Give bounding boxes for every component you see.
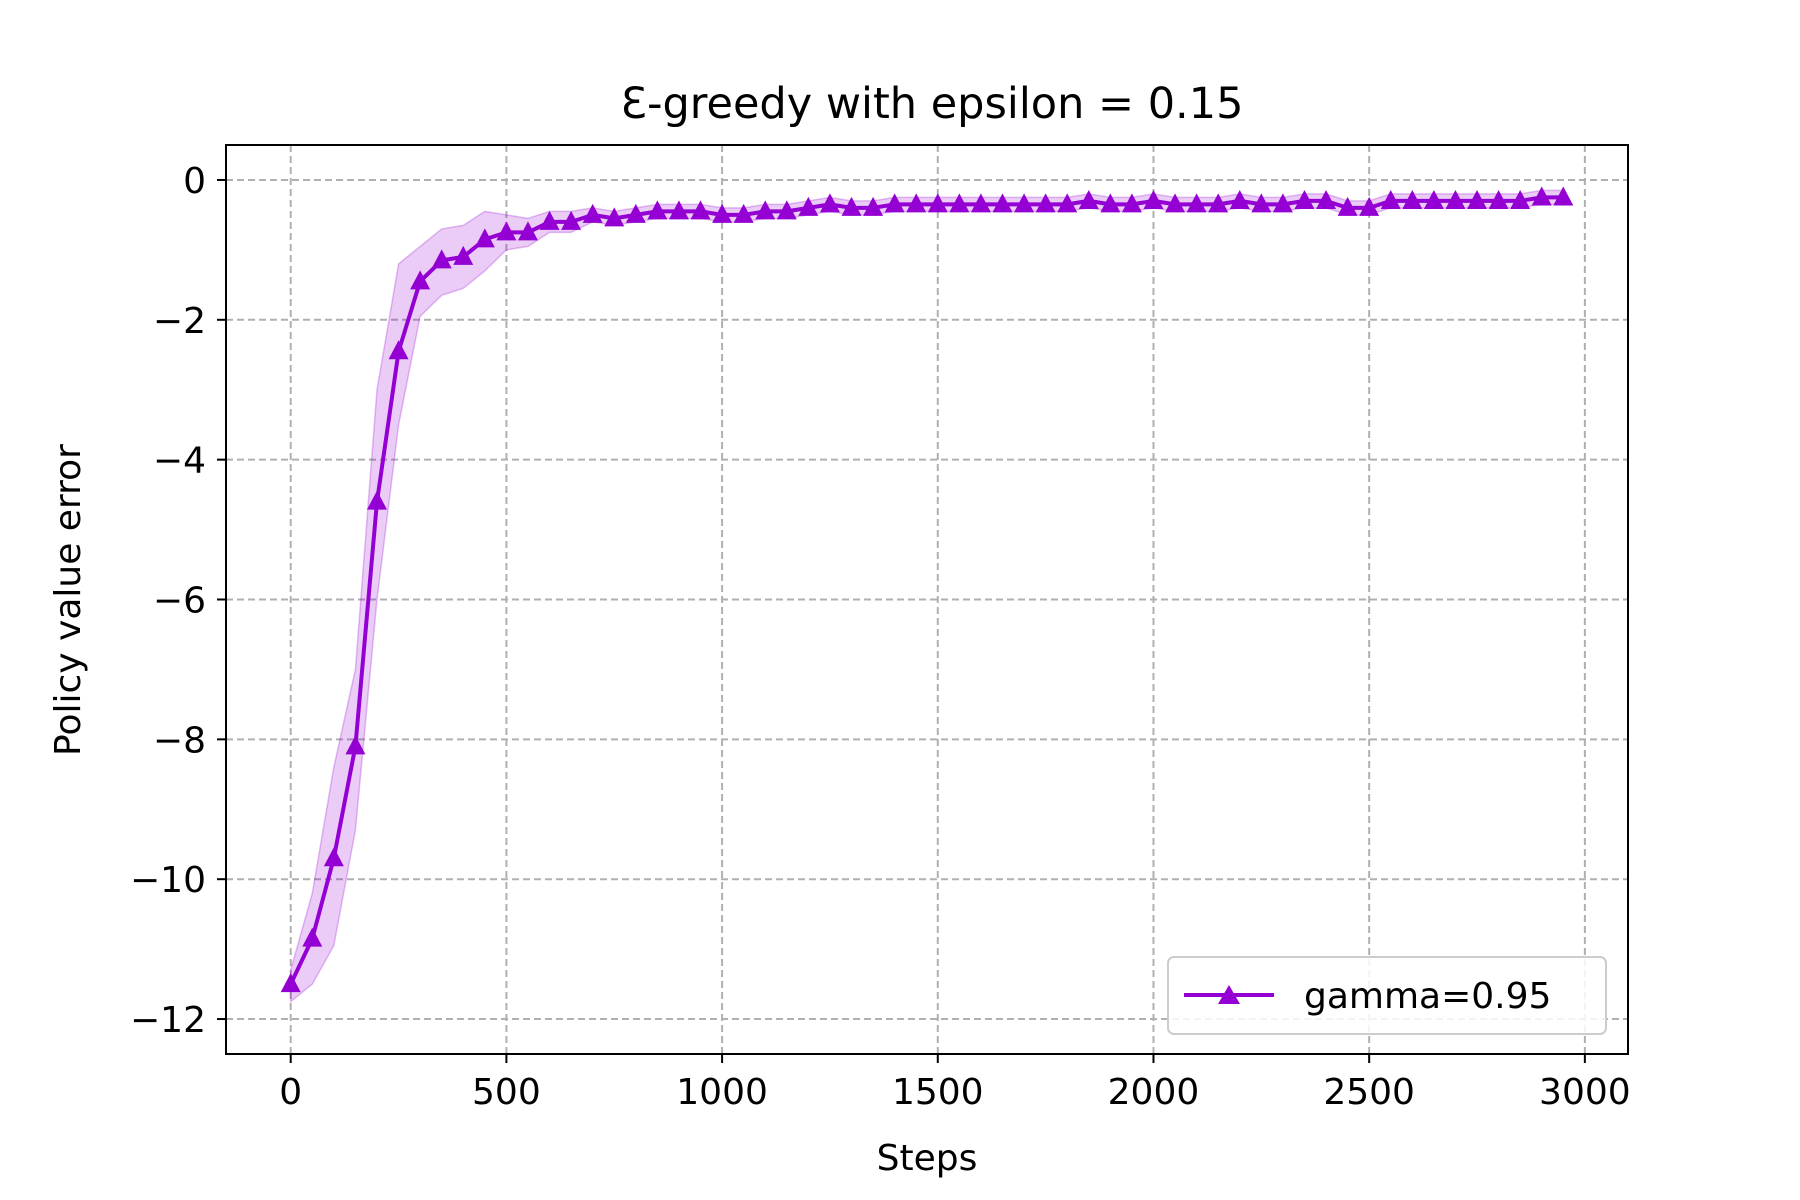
- data-point-marker: [776, 200, 797, 220]
- data-point-marker: [755, 200, 776, 220]
- data-point-marker: [1165, 193, 1186, 213]
- data-point-marker: [1208, 193, 1229, 213]
- data-point-marker: [474, 228, 495, 248]
- data-point-marker: [927, 193, 948, 213]
- y-tick-label: −4: [153, 441, 206, 482]
- data-point-marker: [496, 221, 517, 241]
- data-point-marker: [647, 200, 668, 220]
- data-point-marker: [517, 221, 538, 241]
- y-axis-ticks: 0 −2 −4 −6 −8 −10 −12: [130, 161, 226, 1041]
- data-point-marker: [1186, 193, 1207, 213]
- data-point-marker: [431, 249, 452, 269]
- data-point-marker: [1100, 193, 1121, 213]
- y-axis-label: Policy value error: [48, 444, 89, 756]
- data-point-marker: [1121, 193, 1142, 213]
- legend-box: [1167, 956, 1607, 1035]
- data-point-marker: [582, 203, 603, 223]
- data-point-marker: [604, 207, 625, 227]
- data-point-marker: [1272, 193, 1293, 213]
- data-point-marker: [668, 200, 689, 220]
- data-point-marker: [1380, 189, 1401, 209]
- data-point-marker: [690, 200, 711, 220]
- x-tick-label: 1000: [676, 1072, 768, 1113]
- data-point-marker: [1510, 189, 1531, 209]
- data-point-marker: [1143, 189, 1164, 209]
- legend-marker-triangle: [1218, 985, 1240, 1004]
- data-point-marker: [388, 340, 409, 360]
- data-point-marker: [1531, 186, 1552, 206]
- data-point-marker: [1294, 189, 1315, 209]
- data-point-marker: [366, 490, 387, 510]
- data-point-marker: [1057, 193, 1078, 213]
- y-tick-label: −8: [153, 720, 206, 761]
- data-point-marker: [1316, 189, 1337, 209]
- x-axis-label: Steps: [877, 1138, 978, 1179]
- data-point-marker: [345, 735, 366, 755]
- data-point-marker: [539, 210, 560, 230]
- data-point-marker: [884, 193, 905, 213]
- series-group: [280, 186, 1574, 993]
- x-axis-ticks: 0 500 1000 1500 2000 2500 3000: [279, 1054, 1631, 1113]
- data-point-marker: [1229, 189, 1250, 209]
- data-point-marker: [992, 193, 1013, 213]
- y-tick-label: −2: [153, 301, 206, 342]
- data-point-marker: [1445, 189, 1466, 209]
- y-tick-label: 0: [183, 161, 206, 202]
- data-point-marker: [1014, 193, 1035, 213]
- y-tick-label: −6: [153, 581, 206, 622]
- legend: gamma=0.95: [1167, 956, 1607, 1035]
- data-point-marker: [1553, 186, 1574, 206]
- x-tick-label: 500: [472, 1072, 541, 1113]
- data-point-marker: [1402, 189, 1423, 209]
- data-point-marker: [1423, 189, 1444, 209]
- chart-title: Ɛ-greedy with epsilon = 0.15: [621, 79, 1244, 129]
- data-point-marker: [906, 193, 927, 213]
- data-point-marker: [302, 927, 323, 947]
- data-point-marker: [625, 203, 646, 223]
- data-point-marker: [949, 193, 970, 213]
- data-point-marker: [1488, 189, 1509, 209]
- data-point-marker: [798, 196, 819, 216]
- x-tick-label: 2500: [1323, 1072, 1415, 1113]
- data-point-marker: [712, 203, 733, 223]
- data-point-marker: [841, 196, 862, 216]
- data-point-marker: [1035, 193, 1056, 213]
- data-point-marker: [733, 203, 754, 223]
- data-point-marker: [819, 193, 840, 213]
- x-tick-label: 3000: [1539, 1072, 1631, 1113]
- data-point-marker: [280, 973, 301, 993]
- x-tick-label: 0: [279, 1072, 302, 1113]
- x-tick-label: 1500: [892, 1072, 984, 1113]
- data-point-marker: [561, 210, 582, 230]
- legend-label: gamma=0.95: [1304, 976, 1551, 1017]
- x-tick-label: 2000: [1108, 1072, 1200, 1113]
- data-point-marker: [1078, 189, 1099, 209]
- data-point-marker: [1251, 193, 1272, 213]
- data-point-marker: [863, 196, 884, 216]
- data-point-marker: [323, 847, 344, 867]
- data-point-marker: [1359, 196, 1380, 216]
- data-point-marker: [970, 193, 991, 213]
- y-tick-label: −10: [130, 860, 206, 901]
- data-point-marker: [1467, 189, 1488, 209]
- data-point-marker: [453, 245, 474, 265]
- data-point-marker: [410, 270, 431, 290]
- data-point-marker: [1337, 196, 1358, 216]
- y-tick-label: −12: [130, 1000, 206, 1041]
